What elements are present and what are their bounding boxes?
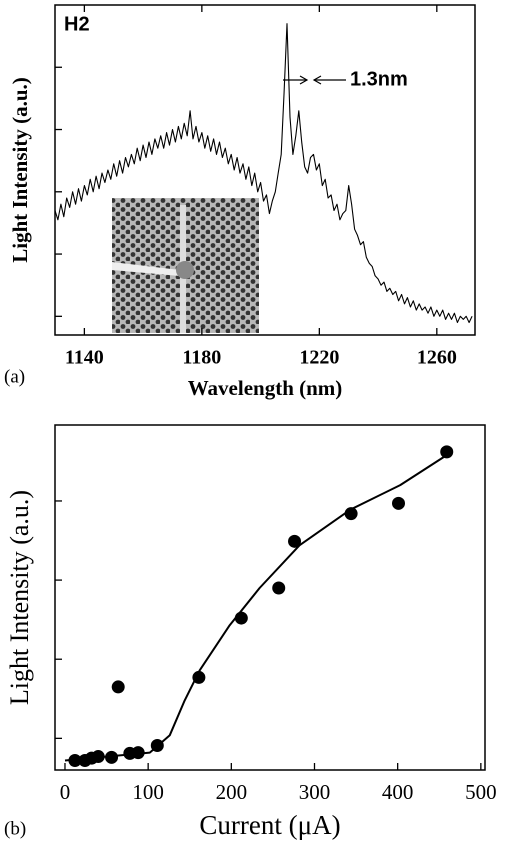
data-line xyxy=(54,23,473,324)
x-tick-label: 1140 xyxy=(65,347,104,369)
data-point xyxy=(392,496,406,510)
data-point xyxy=(111,680,125,694)
x-tick-label: 100 xyxy=(132,780,164,804)
plot-frame xyxy=(54,4,476,336)
linewidth-arrows xyxy=(283,75,346,85)
y-axis-label: Light Intensity (a.u.) xyxy=(8,77,32,263)
x-axis-label: Wavelength (nm) xyxy=(188,376,343,400)
x-tick-label: 1220 xyxy=(299,347,339,369)
x-tick-label: 500 xyxy=(465,780,497,804)
x-tick-label: 1180 xyxy=(182,347,221,369)
data-point xyxy=(272,581,286,595)
panel-label: (a) xyxy=(4,366,25,387)
data-point xyxy=(288,534,302,548)
x-axis-label: Current (μA) xyxy=(199,810,340,840)
x-tick-label: 1260 xyxy=(417,347,457,369)
annotation: H2 xyxy=(64,13,90,35)
data-point xyxy=(131,746,145,760)
x-tick-label: 200 xyxy=(216,780,248,804)
data-point xyxy=(440,445,454,459)
panel-label: (b) xyxy=(4,818,26,839)
data-point xyxy=(234,611,248,625)
y-axis-label: Light Intensity (a.u.) xyxy=(5,490,34,705)
inset-image xyxy=(112,198,259,333)
x-tick-label: 0 xyxy=(60,780,71,804)
annotation: 1.3nm xyxy=(350,68,408,90)
x-tick-label: 400 xyxy=(382,780,414,804)
plot-frame xyxy=(54,424,486,771)
data-point xyxy=(105,750,119,764)
x-tick-label: 300 xyxy=(299,780,331,804)
data-line xyxy=(64,454,448,762)
